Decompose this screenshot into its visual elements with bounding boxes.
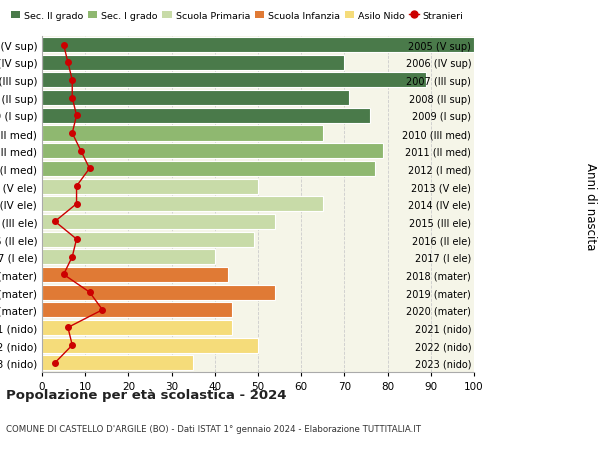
Bar bbox=[42, 355, 193, 370]
Bar bbox=[42, 320, 232, 335]
Bar bbox=[42, 126, 323, 141]
Bar bbox=[42, 179, 258, 194]
Bar bbox=[42, 91, 349, 106]
Text: Popolazione per età scolastica - 2024: Popolazione per età scolastica - 2024 bbox=[6, 388, 287, 401]
Bar bbox=[42, 285, 275, 300]
Bar bbox=[42, 267, 228, 282]
Bar bbox=[42, 214, 275, 230]
Bar bbox=[42, 302, 232, 318]
Legend: Sec. II grado, Sec. I grado, Scuola Primaria, Scuola Infanzia, Asilo Nido, Stran: Sec. II grado, Sec. I grado, Scuola Prim… bbox=[11, 11, 463, 21]
Bar bbox=[42, 232, 254, 247]
Bar bbox=[42, 144, 383, 159]
Text: Anni di nascita: Anni di nascita bbox=[584, 163, 597, 250]
Bar bbox=[42, 197, 323, 212]
Bar bbox=[42, 162, 374, 176]
Bar bbox=[42, 56, 344, 71]
Bar bbox=[42, 38, 474, 53]
Bar bbox=[42, 338, 258, 353]
Bar bbox=[42, 109, 370, 123]
Bar bbox=[42, 73, 427, 88]
Bar bbox=[42, 250, 215, 265]
Text: COMUNE DI CASTELLO D'ARGILE (BO) - Dati ISTAT 1° gennaio 2024 - Elaborazione TUT: COMUNE DI CASTELLO D'ARGILE (BO) - Dati … bbox=[6, 425, 421, 434]
